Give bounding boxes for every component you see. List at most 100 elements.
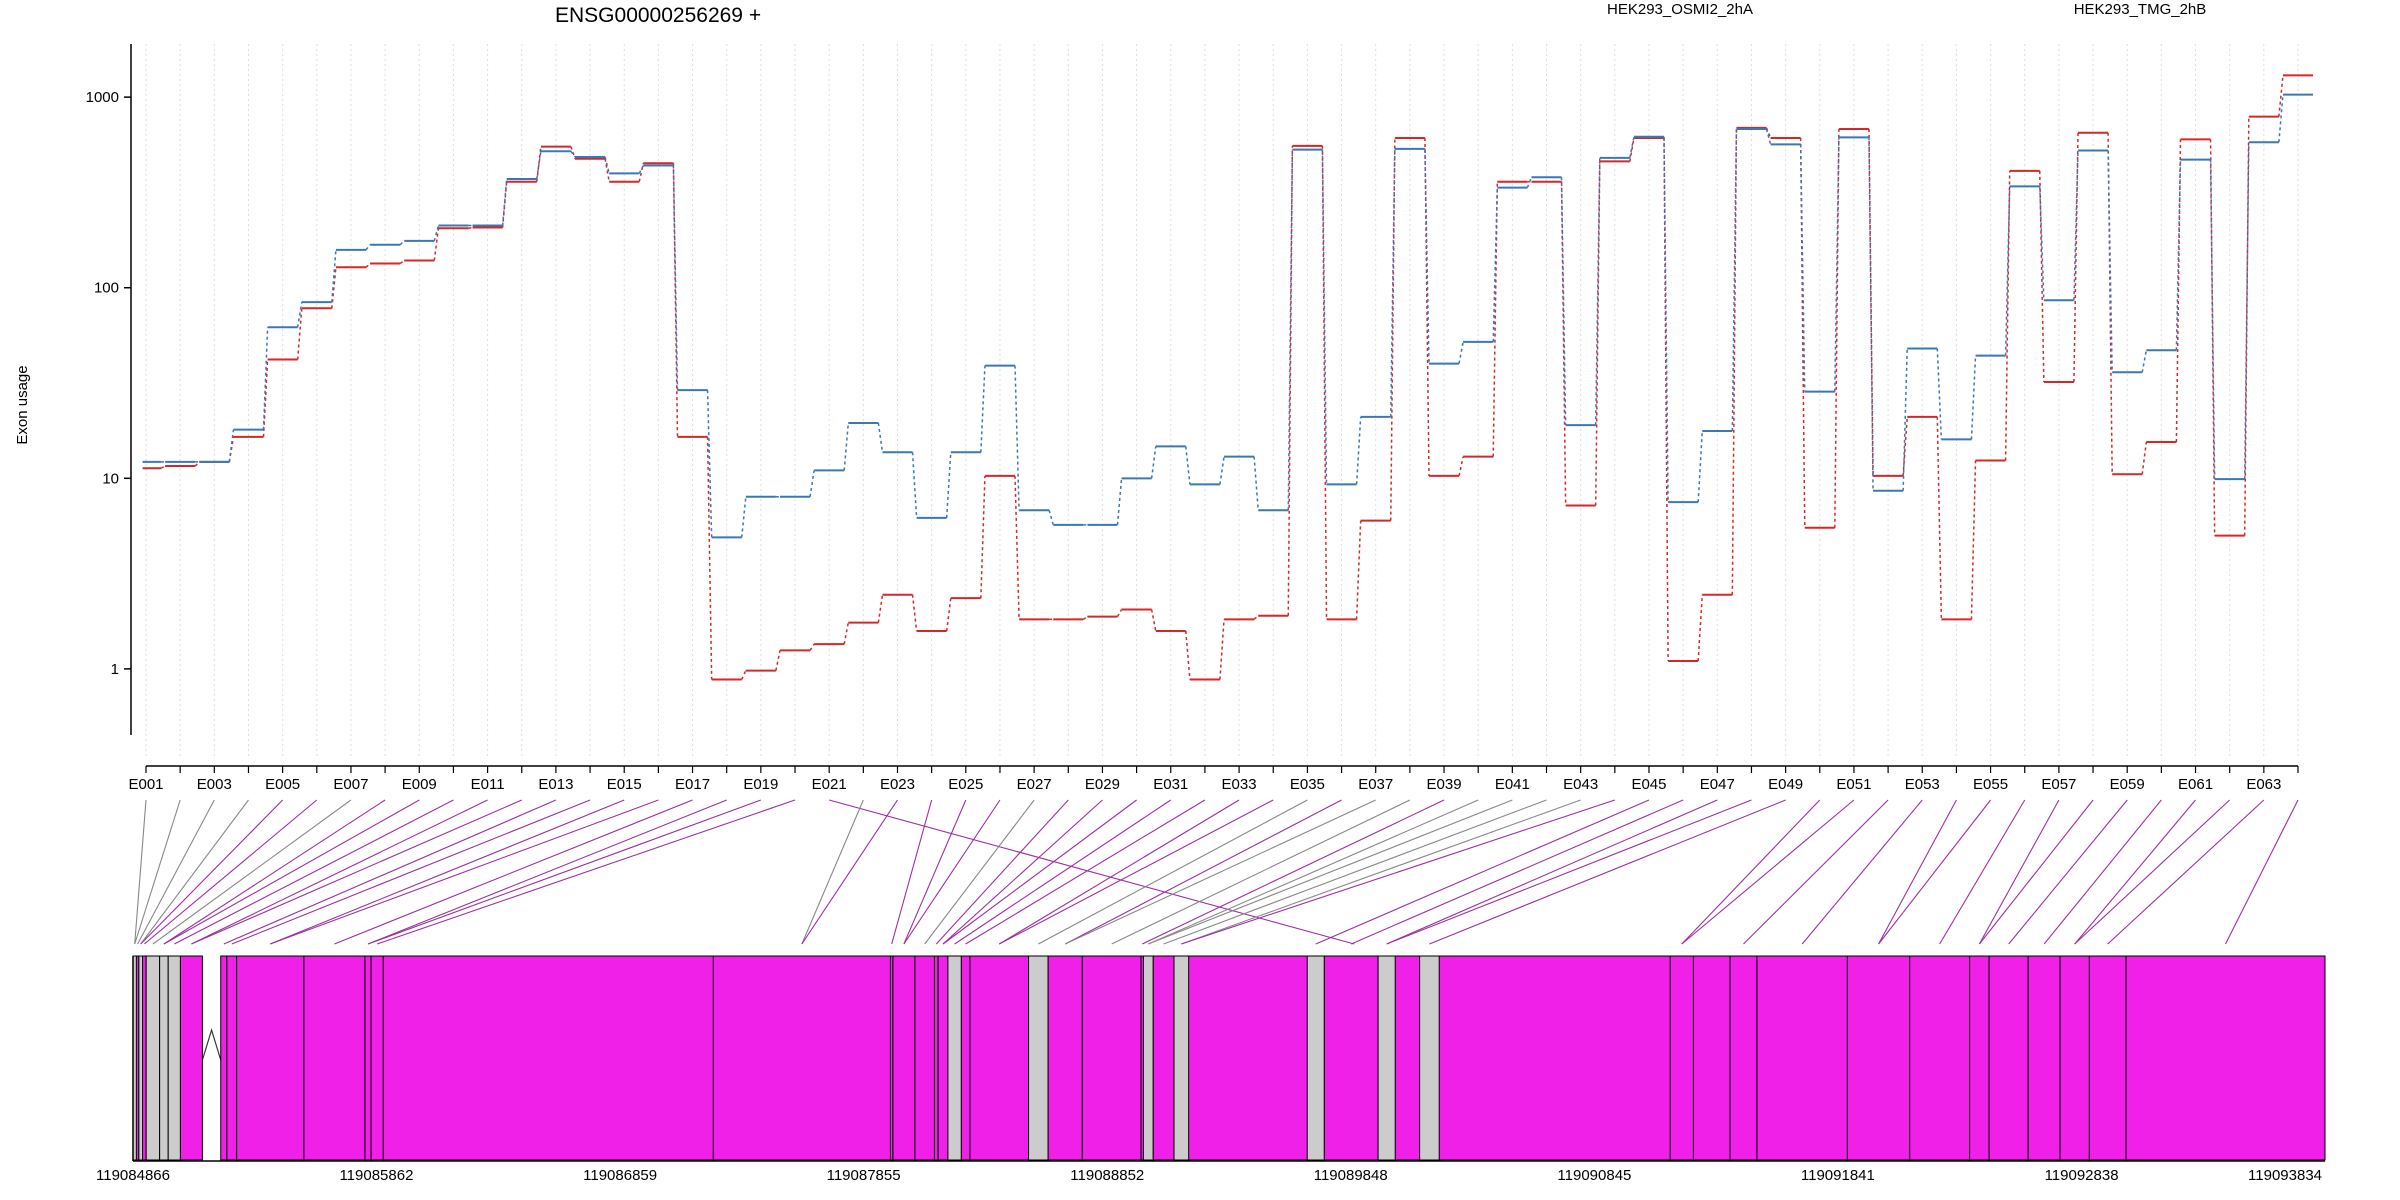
- exon-block: [937, 955, 949, 1161]
- series-2-connector: [1014, 365, 1020, 511]
- exon-link-E048: [1386, 799, 1752, 945]
- exon-link-E063: [2107, 799, 2265, 945]
- exon-block: [914, 955, 935, 1161]
- exon-block: [1142, 955, 1154, 1161]
- exon-block: [1028, 955, 1049, 1161]
- y-tick-label: 1: [111, 661, 119, 678]
- exon-link-E047: [1386, 799, 1718, 945]
- x-tick-label: E047: [1700, 776, 1735, 793]
- series-1-connector: [2278, 75, 2284, 117]
- exon-link-E012: [191, 799, 522, 945]
- series-1-connector: [194, 461, 200, 467]
- legend-entry-series-2: HEK293_TMG_2hB: [2074, 1, 2207, 18]
- x-tick-label: E039: [1427, 776, 1462, 793]
- exon-link-E003: [137, 799, 215, 945]
- series-1-connector: [1082, 616, 1088, 620]
- x-tick-label: E001: [128, 776, 163, 793]
- series-1-connector: [1936, 416, 1943, 620]
- legend-entry-series-1: HEK293_OSMI2_2hA: [1607, 1, 1753, 18]
- x-tick-label: E003: [197, 776, 232, 793]
- x-tick-label: E021: [812, 776, 847, 793]
- series-2-connector: [1731, 129, 1738, 432]
- series-1-connector: [1116, 609, 1123, 618]
- exon-link-E021: [829, 799, 1355, 945]
- series-2-connector: [365, 244, 371, 251]
- series-2-connector: [433, 225, 440, 242]
- exon-link-E059: [2008, 799, 2128, 945]
- exon-link-lines: [134, 799, 2299, 945]
- series-1-connector: [1799, 138, 1806, 528]
- exon-block: [2027, 955, 2061, 1161]
- series-2-connector: [911, 452, 918, 518]
- series-2-connector: [1253, 456, 1259, 511]
- x-tick-label: E023: [880, 776, 915, 793]
- series-lines: [142, 74, 2314, 681]
- series-1-connector: [1150, 609, 1157, 632]
- series-2-connector: [672, 165, 679, 391]
- exon-block: [167, 955, 181, 1161]
- x-tick-label: E055: [1973, 776, 2008, 793]
- series-1-connector: [1834, 129, 1840, 528]
- series-1-connector: [1219, 619, 1225, 680]
- exon-block: [179, 955, 203, 1161]
- x-tick-label: E005: [265, 776, 300, 793]
- x-tick-label: E031: [1153, 776, 1188, 793]
- series-1-connector: [1287, 145, 1294, 616]
- series-2-connector: [706, 390, 713, 538]
- exon-block: [1756, 955, 1848, 1161]
- series-2-connector: [331, 249, 337, 303]
- series-2-connector: [1663, 136, 1669, 503]
- exon-link-E008: [163, 799, 386, 945]
- exon-link-E062: [2074, 799, 2231, 945]
- exon-link-E060: [2043, 799, 2162, 945]
- series-1-connector: [1697, 594, 1704, 662]
- x-tick-label: E051: [1836, 776, 1871, 793]
- x-tick-label: E013: [538, 776, 573, 793]
- exon-link-E053: [1801, 799, 1923, 945]
- exon-link-E023: [801, 799, 898, 945]
- series-2-connector: [2107, 150, 2113, 373]
- x-tick-label: E011: [471, 776, 505, 793]
- exon-block: [960, 955, 971, 1161]
- series-2-connector: [1799, 144, 1806, 392]
- exon-link-E057: [1978, 799, 2060, 945]
- series-1-connector: [2243, 116, 2250, 536]
- series-2-connector: [1526, 176, 1533, 188]
- x-tick-label: E029: [1085, 776, 1120, 793]
- series-1-connector: [1321, 145, 1328, 620]
- series-2-connector: [1321, 149, 1328, 485]
- x-tick-label: E037: [1358, 776, 1393, 793]
- exon-block: [1969, 955, 1990, 1161]
- x-tick-label: E049: [1768, 776, 1803, 793]
- exon-block: [969, 955, 1030, 1161]
- series-1-connector: [262, 359, 269, 437]
- series-2-connector: [2209, 159, 2216, 480]
- series-1-connector: [1629, 137, 1635, 162]
- series-2-connector: [2141, 350, 2148, 373]
- series-2-connector: [399, 240, 405, 246]
- series-2-connector: [1492, 187, 1499, 342]
- x-tick-label: E063: [2246, 776, 2281, 793]
- series-1-connector: [980, 475, 986, 599]
- series-2-connector: [1389, 148, 1396, 417]
- exon-link-E026: [903, 799, 1001, 945]
- exon-link-E039: [1141, 799, 1445, 945]
- exon-block: [1323, 955, 1379, 1161]
- series-2-connector: [1834, 137, 1840, 392]
- y-tick-label: 1000: [86, 89, 119, 106]
- exon-link-E058: [1978, 799, 2094, 945]
- series-2-connector: [1116, 478, 1123, 525]
- series-1-connector: [365, 262, 371, 268]
- exon-block: [1081, 955, 1142, 1161]
- x-tick-label: E059: [2110, 776, 2145, 793]
- exon-link-E009: [163, 799, 420, 945]
- gene-model-track: [132, 955, 2326, 1161]
- exon-link-E016: [270, 799, 659, 945]
- x-tick-label: E027: [1017, 776, 1052, 793]
- exon-block: [2125, 955, 2326, 1161]
- exon-link-E038: [1111, 799, 1411, 945]
- exon-block: [933, 955, 939, 1161]
- exon-link-E013: [223, 799, 557, 945]
- coordinate-tick-label: 119085862: [339, 1167, 413, 1184]
- genomic-coordinate-axis: 119084866 119085862 119086859 119087855 1190…: [96, 956, 2325, 1184]
